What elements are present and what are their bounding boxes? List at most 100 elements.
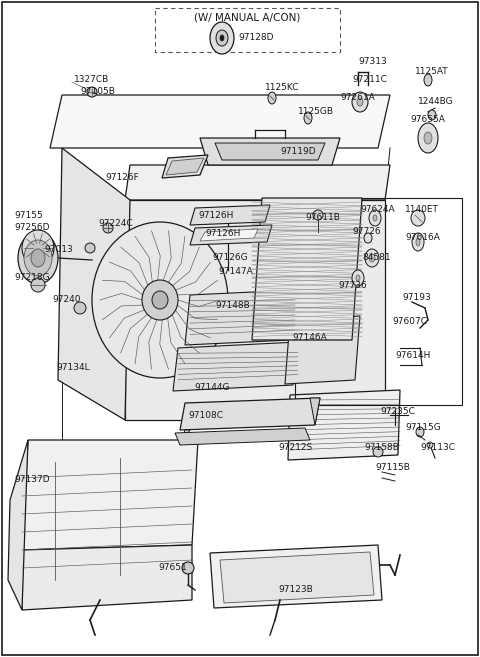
Text: 97115B: 97115B bbox=[375, 463, 410, 472]
Ellipse shape bbox=[369, 210, 381, 226]
Ellipse shape bbox=[365, 249, 379, 267]
Ellipse shape bbox=[416, 427, 424, 437]
Ellipse shape bbox=[424, 74, 432, 86]
Text: 97147A: 97147A bbox=[218, 267, 253, 277]
Polygon shape bbox=[173, 342, 298, 391]
Text: 97616A: 97616A bbox=[405, 233, 440, 242]
Polygon shape bbox=[220, 552, 374, 603]
Ellipse shape bbox=[313, 210, 323, 220]
Text: 97137D: 97137D bbox=[14, 476, 49, 484]
Ellipse shape bbox=[416, 238, 420, 246]
Text: 97123B: 97123B bbox=[278, 585, 313, 595]
Ellipse shape bbox=[142, 280, 178, 320]
Polygon shape bbox=[200, 138, 340, 165]
Ellipse shape bbox=[428, 110, 436, 120]
Polygon shape bbox=[175, 428, 310, 445]
Ellipse shape bbox=[87, 87, 97, 97]
Text: 97105B: 97105B bbox=[80, 87, 115, 95]
Text: 97128D: 97128D bbox=[238, 34, 274, 43]
Text: 1327CB: 1327CB bbox=[74, 76, 109, 85]
Text: 97115G: 97115G bbox=[405, 424, 441, 432]
Polygon shape bbox=[166, 158, 204, 175]
Text: 97224C: 97224C bbox=[98, 219, 132, 229]
Text: 97235C: 97235C bbox=[380, 407, 415, 417]
Text: 97126F: 97126F bbox=[105, 173, 139, 183]
Text: 1140ET: 1140ET bbox=[405, 206, 439, 214]
Text: 97611B: 97611B bbox=[305, 214, 340, 223]
Ellipse shape bbox=[304, 112, 312, 124]
Polygon shape bbox=[125, 200, 385, 420]
Text: 97726: 97726 bbox=[352, 227, 381, 237]
Bar bbox=[155, 8, 340, 52]
Text: 1244BG: 1244BG bbox=[418, 97, 454, 106]
Text: 97256D: 97256D bbox=[14, 223, 49, 233]
Ellipse shape bbox=[31, 278, 45, 292]
Polygon shape bbox=[50, 95, 390, 148]
Ellipse shape bbox=[357, 98, 363, 106]
Ellipse shape bbox=[24, 240, 52, 276]
Polygon shape bbox=[22, 440, 198, 550]
Polygon shape bbox=[125, 165, 390, 200]
Text: 97736: 97736 bbox=[338, 281, 367, 290]
Text: 97240: 97240 bbox=[52, 296, 81, 304]
Ellipse shape bbox=[85, 243, 95, 253]
Text: 97148B: 97148B bbox=[215, 300, 250, 309]
Ellipse shape bbox=[418, 123, 438, 153]
Ellipse shape bbox=[74, 302, 86, 314]
Polygon shape bbox=[185, 290, 295, 345]
Text: 97146A: 97146A bbox=[292, 334, 327, 342]
Text: 97108C: 97108C bbox=[188, 411, 223, 420]
Text: 97218G: 97218G bbox=[14, 273, 49, 283]
Polygon shape bbox=[190, 225, 272, 245]
Text: 97119D: 97119D bbox=[280, 148, 316, 156]
Polygon shape bbox=[288, 390, 400, 460]
Ellipse shape bbox=[411, 210, 425, 226]
Ellipse shape bbox=[31, 249, 45, 267]
Text: 97193: 97193 bbox=[402, 294, 431, 302]
Ellipse shape bbox=[216, 30, 228, 46]
Ellipse shape bbox=[352, 270, 364, 286]
Text: 97134L: 97134L bbox=[56, 363, 90, 373]
Text: 97158B: 97158B bbox=[364, 443, 399, 453]
Text: 84581: 84581 bbox=[362, 254, 391, 263]
Ellipse shape bbox=[373, 447, 383, 457]
Polygon shape bbox=[190, 205, 270, 225]
Text: 97155: 97155 bbox=[14, 212, 43, 221]
Ellipse shape bbox=[103, 223, 113, 233]
Polygon shape bbox=[22, 545, 192, 610]
Text: 97313: 97313 bbox=[358, 58, 387, 66]
Text: 97211C: 97211C bbox=[352, 76, 387, 85]
Polygon shape bbox=[285, 316, 360, 384]
Text: 97126H: 97126H bbox=[205, 229, 240, 238]
Polygon shape bbox=[210, 545, 382, 608]
Ellipse shape bbox=[92, 222, 228, 378]
Polygon shape bbox=[200, 229, 258, 241]
Text: 97212S: 97212S bbox=[278, 443, 312, 453]
Ellipse shape bbox=[210, 22, 234, 54]
Ellipse shape bbox=[182, 562, 194, 574]
Ellipse shape bbox=[427, 442, 433, 448]
Text: 97126H: 97126H bbox=[198, 210, 233, 219]
Ellipse shape bbox=[373, 215, 377, 221]
Polygon shape bbox=[180, 430, 190, 445]
Text: 97655A: 97655A bbox=[410, 116, 445, 124]
Ellipse shape bbox=[22, 230, 54, 266]
Ellipse shape bbox=[352, 92, 368, 112]
Ellipse shape bbox=[424, 132, 432, 144]
Ellipse shape bbox=[220, 35, 224, 41]
Text: 1125GB: 1125GB bbox=[298, 108, 334, 116]
Text: 1125AT: 1125AT bbox=[415, 68, 449, 76]
Text: 97113C: 97113C bbox=[420, 443, 455, 453]
Text: 97013: 97013 bbox=[44, 246, 73, 254]
Polygon shape bbox=[58, 148, 130, 420]
Text: 97614H: 97614H bbox=[395, 350, 431, 359]
Ellipse shape bbox=[412, 233, 424, 251]
Ellipse shape bbox=[152, 291, 168, 309]
Ellipse shape bbox=[18, 232, 58, 284]
Polygon shape bbox=[180, 398, 320, 430]
Ellipse shape bbox=[356, 275, 360, 281]
Text: 97261A: 97261A bbox=[340, 93, 375, 102]
Text: 1125KC: 1125KC bbox=[265, 83, 300, 93]
Polygon shape bbox=[310, 398, 320, 425]
Ellipse shape bbox=[268, 92, 276, 104]
